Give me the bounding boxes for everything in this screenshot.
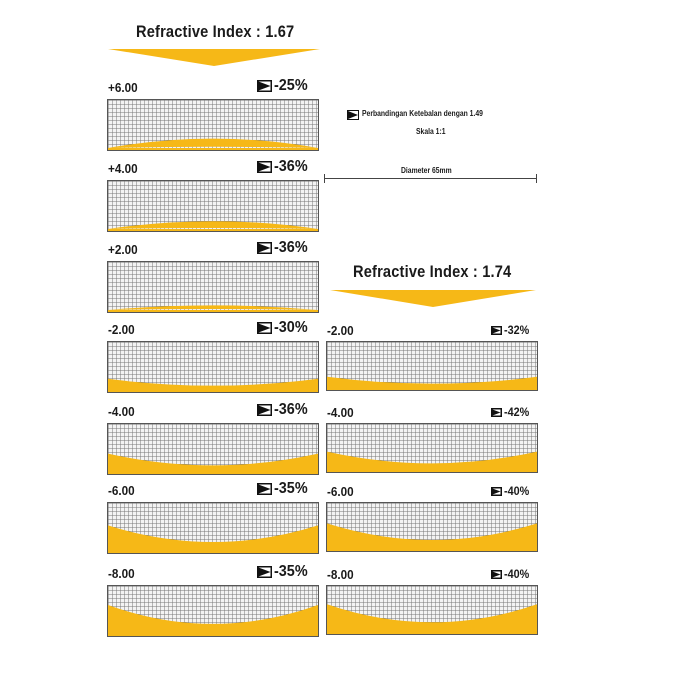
reduction-badge: -36%: [256, 401, 311, 419]
reduction-badge: -35%: [256, 480, 311, 498]
reduction-badge: -40%: [491, 484, 532, 498]
thickness-reduction-label: -35%: [273, 563, 308, 580]
lens-cross-section: [326, 585, 538, 635]
thickness-reduction-label: -30%: [273, 319, 308, 336]
lens-shape: [327, 451, 537, 472]
lens-shape: [108, 305, 318, 312]
lens-shape-fill: [108, 453, 318, 474]
lens-cross-section: [107, 585, 319, 637]
thickness-reduction-label: -32%: [504, 323, 530, 337]
thickness-reduction-label: -42%: [504, 405, 530, 419]
lens-shape-fill: [108, 305, 318, 312]
thickness-reduction-label: -36%: [273, 401, 308, 418]
reduction-marker-icon: [491, 569, 503, 579]
lens-power-label: -8.00: [108, 566, 135, 581]
reduction-marker-icon: [256, 483, 272, 495]
thickness-reduction-label: -35%: [273, 480, 308, 497]
lens-shape-fill: [327, 376, 537, 390]
column-header-arrow-167: [108, 49, 320, 66]
reduction-marker-icon: [256, 322, 272, 334]
lens-shape-fill: [327, 523, 537, 551]
reduction-badge: -36%: [256, 239, 311, 257]
reduction-badge: -30%: [256, 319, 311, 337]
column-title-167: Refractive Index : 1.67: [136, 22, 295, 41]
reduction-badge: -32%: [491, 323, 532, 337]
column-header-arrow-174: [330, 290, 536, 307]
reduction-marker-icon: [491, 486, 503, 496]
lens-shape-fill: [108, 605, 318, 636]
legend-text: Perbandingan Ketebalan dengan 1.49: [362, 109, 483, 118]
thickness-reduction-label: -40%: [504, 567, 530, 581]
reduction-badge: -40%: [491, 567, 532, 581]
lens-power-label: +6.00: [108, 80, 138, 95]
lens-shape: [108, 378, 318, 392]
lens-cross-section: [326, 502, 538, 552]
reduction-badge: -35%: [256, 563, 311, 581]
lens-shape: [108, 453, 318, 474]
lens-power-label: -2.00: [108, 322, 135, 337]
reduction-marker-icon: [491, 407, 503, 417]
column-title-174: Refractive Index : 1.74: [353, 262, 512, 281]
lens-shape: [327, 604, 537, 634]
legend-marker-icon: [347, 110, 359, 120]
lens-shape: [108, 525, 318, 553]
reduction-badge: -25%: [256, 77, 311, 95]
lens-shape-fill: [327, 604, 537, 634]
thickness-reduction-label: -36%: [273, 158, 308, 175]
lens-shape: [327, 376, 537, 390]
lens-power-label: -6.00: [108, 483, 135, 498]
lens-shape: [108, 605, 318, 636]
lens-cross-section: [326, 423, 538, 473]
scale-text: Skala 1:1: [416, 127, 446, 136]
lens-cross-section: [107, 261, 319, 313]
reduction-marker-icon: [256, 80, 272, 92]
lens-shape-fill: [108, 525, 318, 553]
lens-shape-fill: [108, 378, 318, 392]
lens-power-label: -8.00: [327, 567, 354, 582]
lens-power-label: -2.00: [327, 323, 354, 338]
thickness-reduction-label: -40%: [504, 484, 530, 498]
reduction-badge: -42%: [491, 405, 532, 419]
lens-shape: [108, 221, 318, 231]
lens-power-label: -4.00: [108, 404, 135, 419]
lens-shape-fill: [108, 221, 318, 231]
lens-power-label: +4.00: [108, 161, 138, 176]
lens-cross-section: [107, 341, 319, 393]
lens-shape: [108, 138, 318, 150]
reduction-marker-icon: [256, 404, 272, 416]
lens-shape-fill: [108, 138, 318, 150]
lens-cross-section: [107, 502, 319, 554]
reduction-badge: -36%: [256, 158, 311, 176]
lens-cross-section: [107, 180, 319, 232]
diameter-line: [324, 178, 537, 179]
lens-shape: [327, 523, 537, 551]
lens-power-label: -4.00: [327, 405, 354, 420]
thickness-reduction-label: -36%: [273, 239, 308, 256]
reduction-marker-icon: [491, 325, 503, 335]
lens-power-label: -6.00: [327, 484, 354, 499]
thickness-reduction-label: -25%: [273, 77, 308, 94]
lens-cross-section: [326, 341, 538, 391]
reduction-marker-icon: [256, 566, 272, 578]
diameter-text: Diameter 65mm: [401, 166, 452, 175]
lens-cross-section: [107, 99, 319, 151]
lens-shape-fill: [327, 451, 537, 472]
reduction-marker-icon: [256, 242, 272, 254]
lens-power-label: +2.00: [108, 242, 138, 257]
lens-cross-section: [107, 423, 319, 475]
reduction-marker-icon: [256, 161, 272, 173]
diameter-tick-right: [536, 174, 537, 183]
